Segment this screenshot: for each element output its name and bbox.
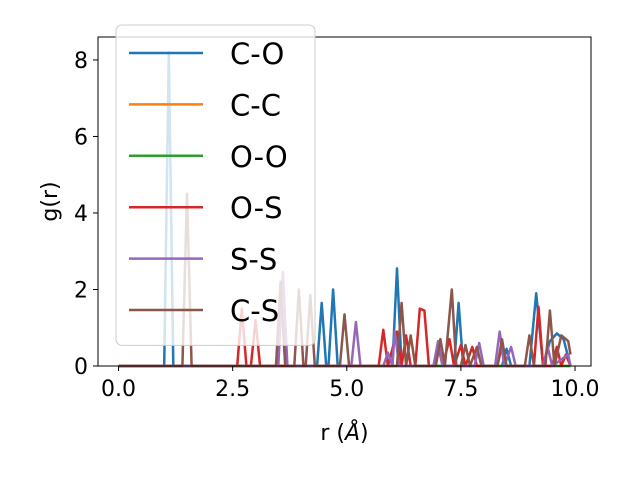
x-axis-label-close: ) bbox=[360, 421, 369, 446]
y-tick-label: 0 bbox=[74, 355, 88, 380]
y-tick-label: 6 bbox=[74, 125, 88, 150]
x-axis-label-unit: Å bbox=[343, 419, 360, 446]
x-axis-label: r (Å) bbox=[320, 419, 368, 446]
legend-label-c-o: C-O bbox=[230, 37, 284, 71]
x-tick-label: 7.5 bbox=[443, 377, 478, 402]
legend-label-o-o: O-O bbox=[230, 140, 288, 174]
y-tick-label: 2 bbox=[74, 278, 88, 303]
y-ticks: 0 2 4 6 8 bbox=[74, 49, 98, 380]
legend: C-O C-C O-O O-S S-S C-S bbox=[115, 24, 316, 346]
x-tick-label: 0.0 bbox=[101, 377, 136, 402]
y-axis-label: g(r) bbox=[38, 181, 63, 221]
legend-label-s-s: S-S bbox=[230, 243, 277, 277]
legend-label-o-s: O-S bbox=[230, 191, 283, 225]
x-tick-label: 2.5 bbox=[215, 377, 250, 402]
legend-label-c-s: C-S bbox=[230, 294, 279, 328]
x-tick-label: 10.0 bbox=[551, 377, 600, 402]
legend-box bbox=[115, 24, 316, 346]
y-tick-label: 4 bbox=[74, 202, 88, 227]
x-ticks: 0.0 2.5 5.0 7.5 10.0 bbox=[101, 366, 600, 402]
y-tick-label: 8 bbox=[74, 49, 88, 74]
x-tick-label: 5.0 bbox=[329, 377, 364, 402]
legend-label-c-c: C-C bbox=[230, 88, 281, 122]
axes-frame bbox=[97, 36, 592, 367]
x-axis-label-main: r ( bbox=[320, 421, 345, 446]
